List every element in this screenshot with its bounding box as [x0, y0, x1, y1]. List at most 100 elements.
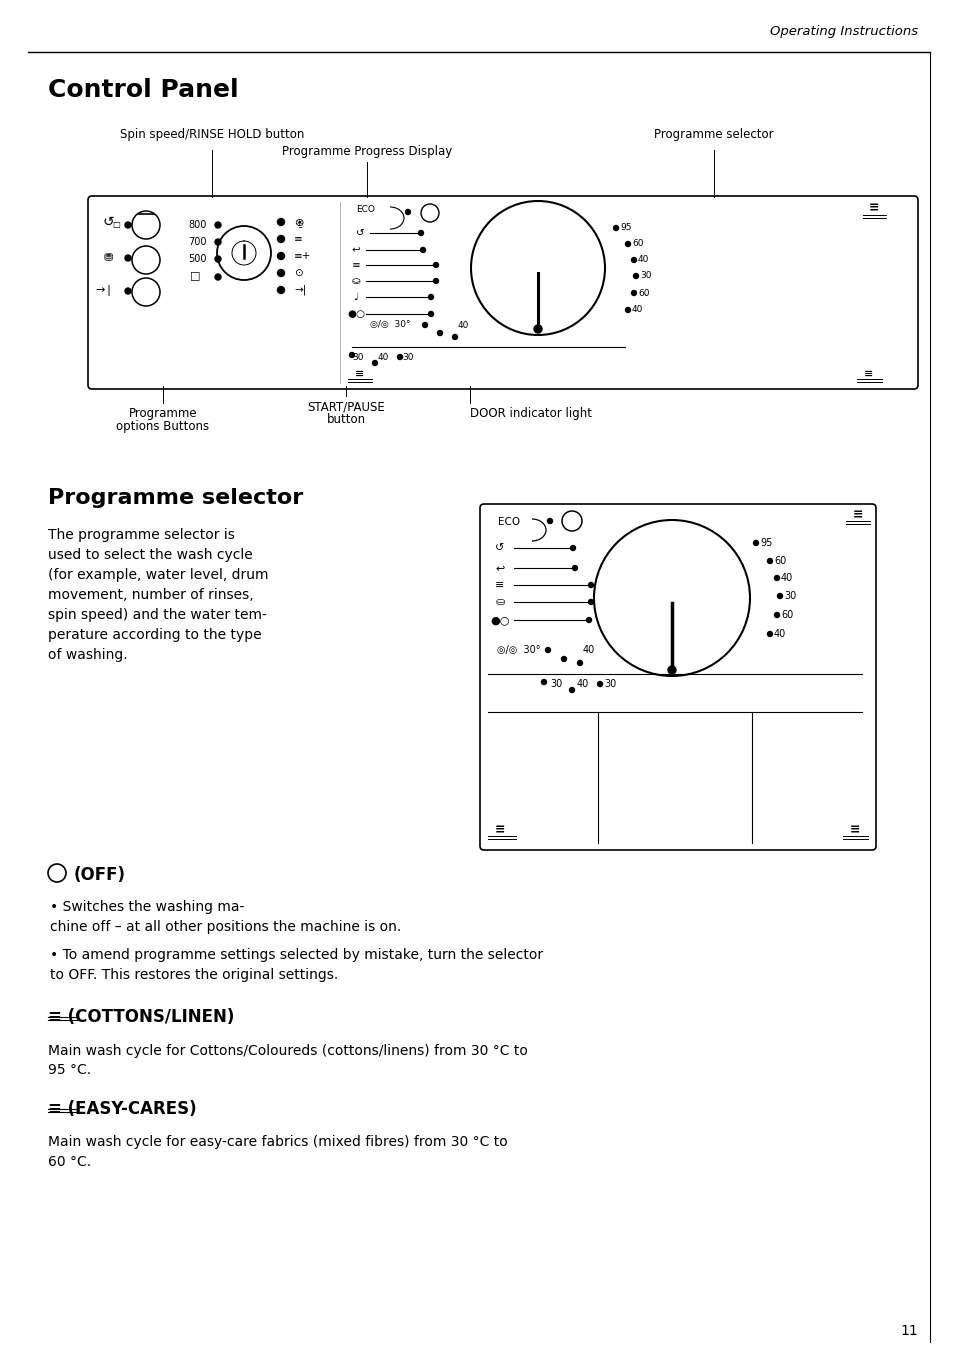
Text: 800: 800 — [188, 220, 206, 230]
Circle shape — [633, 273, 638, 279]
Text: 30: 30 — [402, 353, 414, 361]
Circle shape — [277, 219, 284, 226]
Circle shape — [625, 307, 630, 312]
Circle shape — [125, 222, 131, 228]
Text: 60: 60 — [773, 556, 785, 566]
Circle shape — [277, 269, 284, 277]
Circle shape — [433, 279, 438, 284]
Text: ↺: ↺ — [102, 215, 113, 228]
Text: ECO: ECO — [497, 516, 519, 527]
Text: ◎/◎  30°: ◎/◎ 30° — [370, 320, 410, 330]
Circle shape — [214, 274, 221, 280]
Circle shape — [594, 521, 749, 676]
Text: • Switches the washing ma-
chine off – at all other positions the machine is on.: • Switches the washing ma- chine off – a… — [50, 900, 401, 933]
Circle shape — [597, 681, 602, 687]
Circle shape — [428, 295, 433, 300]
Text: ≡: ≡ — [294, 234, 302, 243]
Circle shape — [570, 545, 575, 550]
Text: ●○: ●○ — [347, 310, 365, 319]
Circle shape — [545, 648, 550, 653]
Text: ≡ (COTTONS/LINEN): ≡ (COTTONS/LINEN) — [48, 1009, 234, 1026]
Text: 30: 30 — [603, 679, 616, 690]
Circle shape — [132, 211, 160, 239]
Text: 30: 30 — [352, 353, 363, 361]
Text: ECO: ECO — [355, 206, 375, 215]
Text: Main wash cycle for Cottons/Coloureds (cottons/linens) from 30 °C to
95 °C.: Main wash cycle for Cottons/Coloureds (c… — [48, 1044, 527, 1078]
FancyBboxPatch shape — [88, 196, 917, 389]
Circle shape — [420, 247, 425, 253]
Text: 60: 60 — [781, 610, 792, 621]
Circle shape — [534, 324, 541, 333]
Circle shape — [277, 253, 284, 260]
Circle shape — [577, 661, 582, 665]
Circle shape — [428, 311, 433, 316]
Text: Control Panel: Control Panel — [48, 78, 238, 101]
Text: 30: 30 — [639, 272, 651, 280]
Text: 60: 60 — [631, 239, 643, 249]
Circle shape — [433, 262, 438, 268]
Text: 40: 40 — [457, 320, 469, 330]
Text: Programme selector: Programme selector — [654, 128, 773, 141]
Circle shape — [767, 558, 772, 564]
Circle shape — [561, 657, 566, 661]
Text: START/PAUSE: START/PAUSE — [307, 400, 384, 412]
Text: 40: 40 — [377, 353, 388, 361]
Text: The programme selector is
used to select the wash cycle
(for example, water leve: The programme selector is used to select… — [48, 529, 268, 662]
FancyBboxPatch shape — [479, 504, 875, 850]
Text: ⊙: ⊙ — [294, 268, 302, 279]
Text: Programme Progress Display: Programme Progress Display — [281, 145, 452, 158]
Circle shape — [767, 631, 772, 637]
Text: □: □ — [112, 220, 120, 230]
Circle shape — [572, 565, 577, 571]
Circle shape — [132, 246, 160, 274]
Text: ↩: ↩ — [495, 562, 504, 573]
Circle shape — [214, 256, 221, 262]
Circle shape — [753, 541, 758, 545]
Text: 30: 30 — [783, 591, 796, 602]
Circle shape — [420, 204, 438, 222]
Circle shape — [561, 511, 581, 531]
Text: →❘: →❘ — [95, 285, 114, 296]
Circle shape — [588, 599, 593, 604]
Text: 40: 40 — [781, 573, 792, 583]
Text: ≡: ≡ — [849, 823, 860, 837]
Text: button: button — [326, 412, 365, 426]
Circle shape — [452, 334, 457, 339]
Circle shape — [471, 201, 604, 335]
Text: ◎/◎  30°: ◎/◎ 30° — [497, 645, 540, 654]
Text: 95: 95 — [619, 223, 631, 233]
Text: 40: 40 — [577, 679, 589, 690]
Text: Operating Instructions: Operating Instructions — [769, 26, 917, 38]
Circle shape — [214, 239, 221, 245]
Text: 30: 30 — [549, 679, 561, 690]
Circle shape — [125, 256, 131, 261]
Text: 60: 60 — [638, 288, 649, 297]
Circle shape — [216, 226, 271, 280]
Text: 40: 40 — [638, 256, 649, 265]
Text: ≡: ≡ — [495, 580, 504, 589]
Circle shape — [418, 230, 423, 235]
Text: ≡: ≡ — [852, 508, 862, 522]
Text: ♩: ♩ — [354, 292, 358, 301]
Text: ↺: ↺ — [495, 544, 504, 553]
Circle shape — [569, 688, 574, 692]
Text: 11: 11 — [900, 1324, 917, 1338]
Circle shape — [372, 361, 377, 365]
Circle shape — [588, 583, 593, 588]
Text: DOOR indicator light: DOOR indicator light — [470, 407, 592, 420]
Text: options Buttons: options Buttons — [116, 420, 210, 433]
Text: Programme selector: Programme selector — [48, 488, 303, 508]
Text: Programme: Programme — [129, 407, 197, 420]
Circle shape — [586, 618, 591, 622]
Text: Main wash cycle for easy-care fabrics (mixed fibres) from 30 °C to
60 °C.: Main wash cycle for easy-care fabrics (m… — [48, 1134, 507, 1168]
Text: ≡: ≡ — [355, 369, 364, 379]
Circle shape — [631, 291, 636, 296]
Text: ≡: ≡ — [352, 260, 360, 270]
Text: ≡ (EASY-CARES): ≡ (EASY-CARES) — [48, 1101, 196, 1118]
Circle shape — [541, 680, 546, 684]
Text: ↩: ↩ — [352, 245, 360, 256]
Text: 40: 40 — [582, 645, 595, 654]
Circle shape — [613, 226, 618, 230]
Circle shape — [631, 257, 636, 262]
Circle shape — [397, 354, 402, 360]
